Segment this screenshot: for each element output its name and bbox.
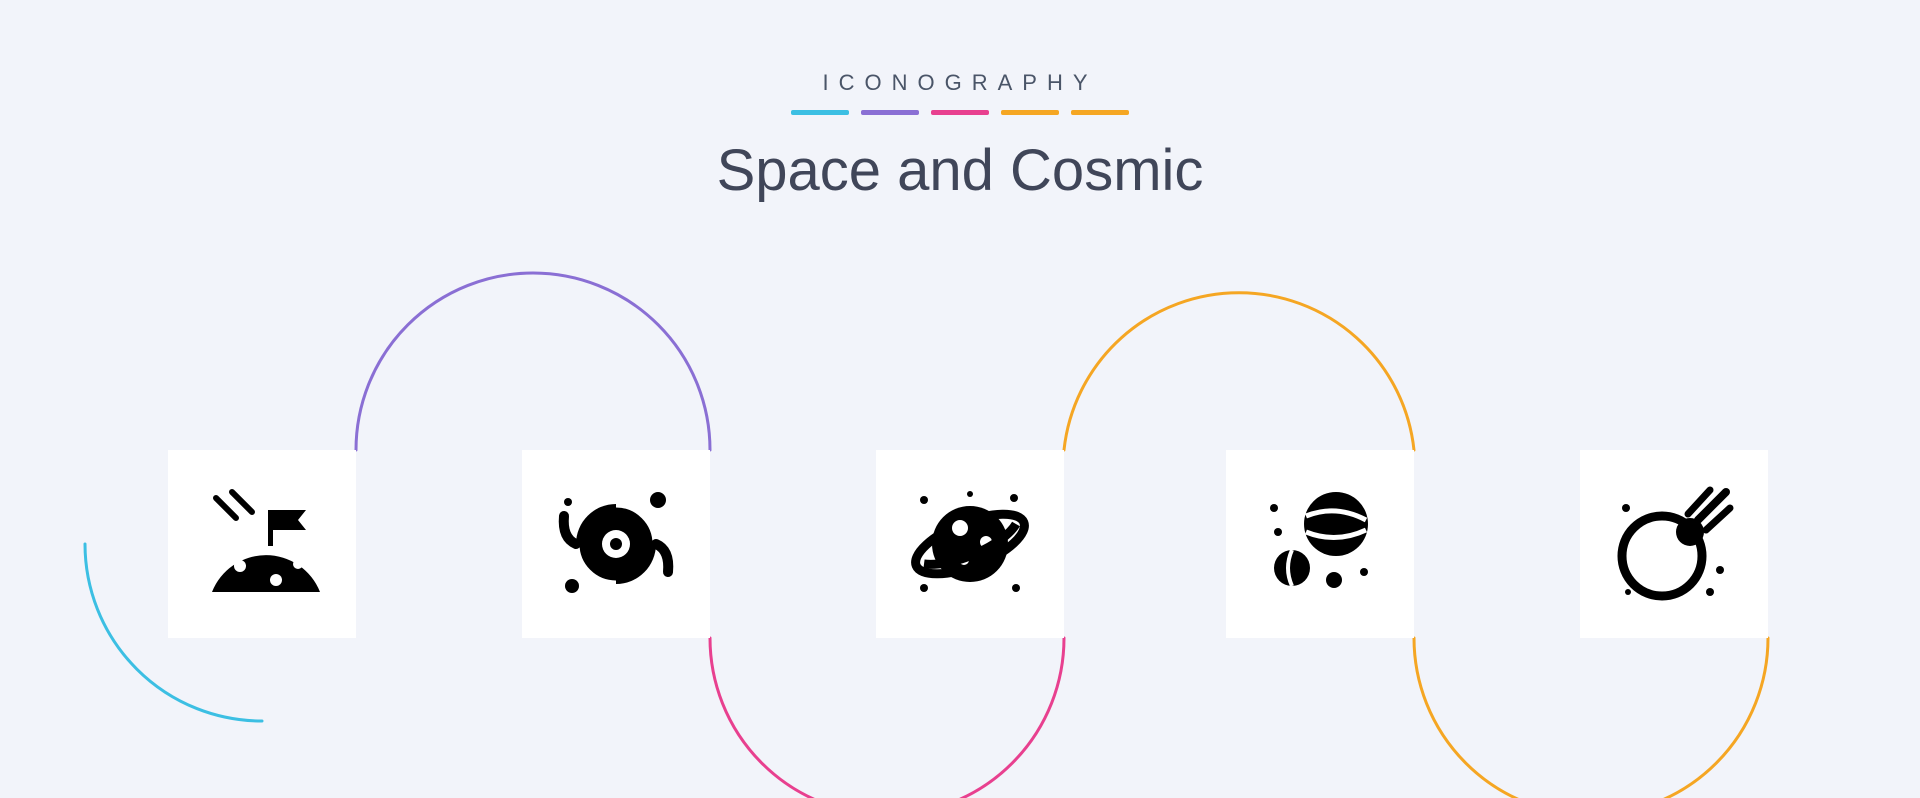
icon-card-2 [522, 450, 710, 638]
accent-bars [0, 110, 1920, 115]
comet-orbit-icon [1610, 480, 1738, 608]
icon-card-4 [1226, 450, 1414, 638]
overline-text: ICONOGRAPHY [0, 70, 1920, 96]
moon-landing-flag-icon [198, 480, 326, 608]
accent-bar-4 [1001, 110, 1059, 115]
icon-strip [0, 450, 1920, 650]
header: ICONOGRAPHY Space and Cosmic [0, 0, 1920, 204]
accent-bar-5 [1071, 110, 1129, 115]
accent-bar-1 [791, 110, 849, 115]
page-title: Space and Cosmic [0, 137, 1920, 204]
accent-bar-3 [931, 110, 989, 115]
accent-bar-2 [861, 110, 919, 115]
icon-card-3 [876, 450, 1064, 638]
planets-cluster-icon [1256, 480, 1384, 608]
black-hole-icon [552, 480, 680, 608]
icon-card-1 [168, 450, 356, 638]
ringed-planet-icon [906, 480, 1034, 608]
icon-card-5 [1580, 450, 1768, 638]
